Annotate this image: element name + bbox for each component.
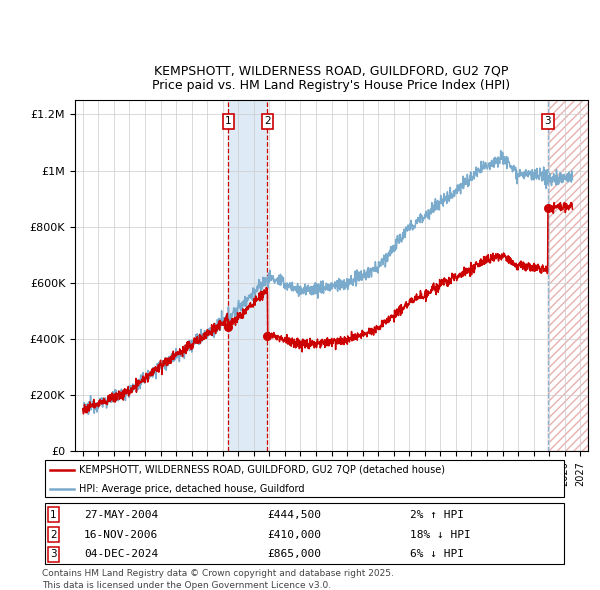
Text: 16-NOV-2006: 16-NOV-2006 <box>84 530 158 540</box>
Bar <box>229 100 268 451</box>
Text: 3: 3 <box>545 116 551 126</box>
Text: 3: 3 <box>50 549 57 559</box>
Text: 2% ↑ HPI: 2% ↑ HPI <box>409 510 464 520</box>
Text: 2: 2 <box>50 530 57 540</box>
FancyBboxPatch shape <box>44 503 565 564</box>
Text: 27-MAY-2004: 27-MAY-2004 <box>84 510 158 520</box>
Text: £444,500: £444,500 <box>268 510 322 520</box>
FancyBboxPatch shape <box>44 460 565 497</box>
Text: KEMPSHOTT, WILDERNESS ROAD, GUILDFORD, GU2 7QP (detached house): KEMPSHOTT, WILDERNESS ROAD, GUILDFORD, G… <box>79 465 445 475</box>
Text: 2: 2 <box>264 116 271 126</box>
Text: £410,000: £410,000 <box>268 530 322 540</box>
Title: KEMPSHOTT, WILDERNESS ROAD, GUILDFORD, GU2 7QP
Price paid vs. HM Land Registry's: KEMPSHOTT, WILDERNESS ROAD, GUILDFORD, G… <box>152 64 511 92</box>
Text: 1: 1 <box>225 116 232 126</box>
Text: Contains HM Land Registry data © Crown copyright and database right 2025.
This d: Contains HM Land Registry data © Crown c… <box>42 569 394 590</box>
Text: 04-DEC-2024: 04-DEC-2024 <box>84 549 158 559</box>
Bar <box>548 100 588 451</box>
Text: 18% ↓ HPI: 18% ↓ HPI <box>409 530 470 540</box>
Bar <box>548 100 588 451</box>
Text: £865,000: £865,000 <box>268 549 322 559</box>
Text: 6% ↓ HPI: 6% ↓ HPI <box>409 549 464 559</box>
Text: HPI: Average price, detached house, Guildford: HPI: Average price, detached house, Guil… <box>79 484 304 493</box>
Text: 1: 1 <box>50 510 57 520</box>
